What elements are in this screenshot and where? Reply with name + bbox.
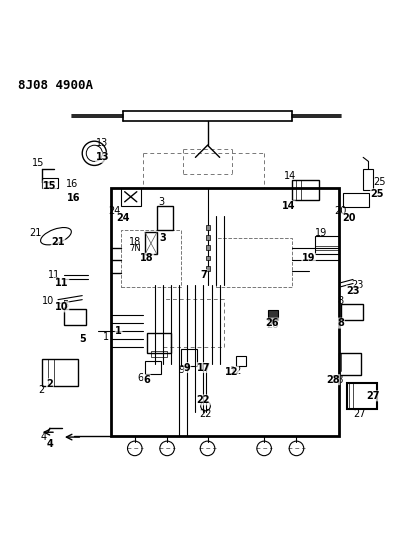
Bar	[341, 304, 363, 320]
Text: 1: 1	[115, 326, 122, 336]
Text: 20: 20	[342, 213, 356, 223]
Text: 21: 21	[30, 228, 42, 238]
Text: 19: 19	[302, 253, 315, 263]
Text: 9: 9	[178, 365, 184, 375]
Text: 20: 20	[335, 206, 347, 216]
Text: 3: 3	[158, 197, 164, 207]
Text: 8: 8	[337, 318, 344, 328]
Text: 10: 10	[55, 302, 69, 312]
Text: 14: 14	[282, 201, 295, 211]
Text: 22: 22	[197, 395, 210, 405]
Bar	[268, 310, 278, 320]
Text: 18: 18	[129, 237, 141, 247]
Text: 12: 12	[225, 367, 239, 377]
Text: 4: 4	[41, 432, 47, 442]
Bar	[216, 238, 292, 287]
Text: 1: 1	[103, 332, 109, 342]
Text: 28: 28	[326, 375, 340, 385]
Text: 12: 12	[230, 366, 242, 376]
Text: 5: 5	[62, 300, 68, 310]
Bar	[120, 230, 181, 287]
Text: 28: 28	[332, 375, 344, 385]
Bar	[147, 333, 171, 353]
Text: 4: 4	[46, 439, 53, 449]
Text: 6: 6	[138, 373, 144, 383]
Text: 3: 3	[160, 233, 166, 243]
Text: 21: 21	[51, 237, 65, 247]
Bar	[347, 383, 377, 409]
Text: 8J08 4900A: 8J08 4900A	[18, 78, 92, 92]
Text: 7: 7	[200, 270, 207, 280]
Text: 27: 27	[367, 391, 380, 401]
Bar	[64, 309, 86, 325]
Bar	[145, 361, 161, 374]
Text: 16: 16	[68, 193, 81, 203]
Text: 11: 11	[55, 278, 69, 288]
Text: 19: 19	[315, 228, 327, 238]
Bar	[157, 206, 173, 230]
Text: 17: 17	[197, 362, 210, 373]
Text: 17: 17	[199, 362, 212, 373]
Bar	[111, 188, 339, 437]
Text: 6: 6	[144, 375, 150, 385]
Text: 26: 26	[266, 320, 278, 330]
Bar	[145, 232, 157, 254]
Text: 8: 8	[338, 296, 344, 306]
Bar	[292, 180, 319, 200]
Text: 10: 10	[42, 296, 54, 306]
Text: 27: 27	[353, 409, 365, 419]
Bar	[42, 177, 58, 188]
Bar	[206, 256, 210, 261]
Bar	[206, 225, 210, 230]
Bar	[206, 246, 210, 251]
Bar	[151, 351, 167, 358]
Bar	[206, 265, 210, 271]
Text: 2: 2	[39, 385, 45, 395]
Text: 16: 16	[66, 179, 78, 189]
Bar	[339, 353, 361, 375]
Text: 7N: 7N	[129, 244, 141, 253]
Bar	[206, 236, 210, 240]
Text: 26: 26	[265, 318, 279, 328]
Bar	[315, 236, 339, 254]
Text: 2: 2	[46, 379, 53, 389]
Text: 14: 14	[284, 171, 297, 181]
Bar	[120, 188, 141, 206]
Text: 15: 15	[32, 158, 44, 168]
Text: 25: 25	[370, 189, 384, 199]
Bar	[181, 349, 197, 366]
Text: 23: 23	[351, 280, 363, 290]
Text: 18: 18	[140, 253, 154, 263]
Text: 15: 15	[43, 181, 57, 191]
Bar	[42, 359, 78, 386]
Text: 9: 9	[184, 362, 191, 373]
Text: 24: 24	[116, 213, 129, 223]
Text: 5: 5	[79, 334, 85, 344]
Bar	[343, 192, 369, 207]
Text: 25: 25	[373, 176, 385, 187]
Text: 13: 13	[96, 152, 109, 163]
Bar	[363, 169, 373, 190]
Text: 24: 24	[108, 206, 121, 216]
Text: 23: 23	[346, 286, 360, 296]
Text: 13: 13	[96, 138, 109, 148]
Text: 11: 11	[48, 270, 60, 280]
Bar	[236, 356, 246, 366]
Text: 22: 22	[199, 409, 212, 419]
